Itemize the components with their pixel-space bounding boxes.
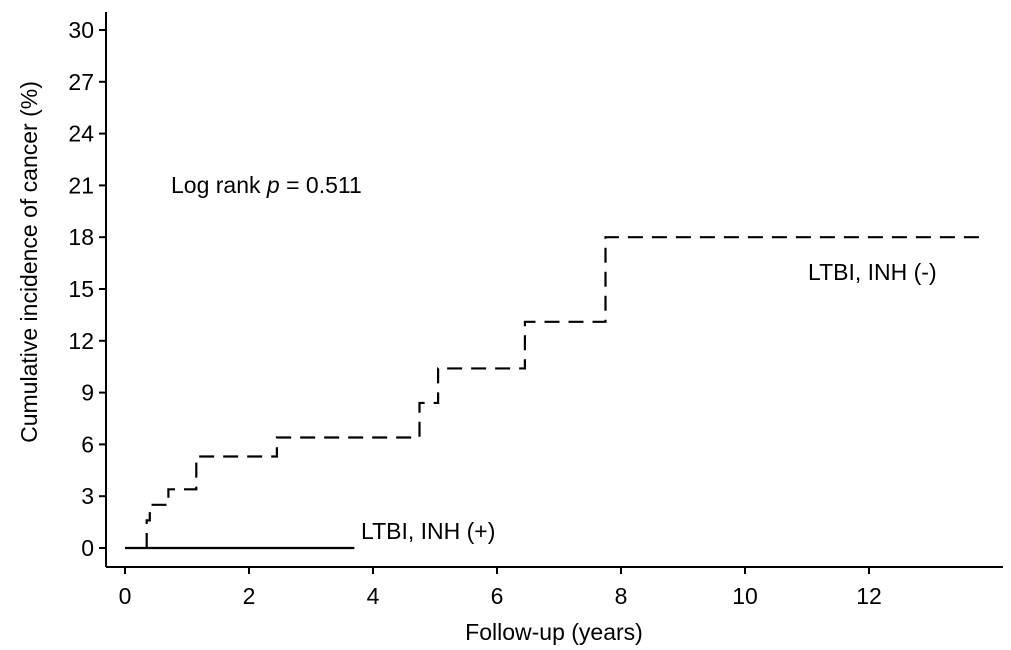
x-tick-label: 12: [856, 583, 882, 609]
x-axis-title: Follow-up (years): [465, 619, 643, 645]
x-axis: 0 2 4 6 8 10 12: [106, 566, 1003, 609]
x-tick-label: 6: [491, 583, 504, 609]
x-tick-label: 0: [119, 583, 132, 609]
x-tick-label: 10: [732, 583, 758, 609]
y-tick-label: 9: [81, 380, 94, 406]
logrank-annotation: Log rank p = 0.511: [171, 172, 362, 198]
series-label-inh-pos: LTBI, INH (+): [361, 518, 495, 544]
y-tick-label: 12: [68, 328, 94, 354]
y-tick-label: 6: [81, 431, 94, 457]
y-tick-label: 24: [68, 121, 94, 147]
x-tick-label: 2: [243, 583, 256, 609]
series-label-inh-neg: LTBI, INH (-): [808, 259, 937, 285]
series-line-inh-neg: [145, 236, 987, 548]
y-tick-label: 27: [68, 69, 94, 95]
plot-series: [125, 236, 987, 550]
y-tick-label: 0: [81, 535, 94, 561]
y-tick-label: 15: [68, 276, 94, 302]
y-axis-title: Cumulative incidence of cancer (%): [16, 81, 42, 443]
y-tick-label: 21: [68, 172, 94, 198]
y-tick-label: 30: [68, 17, 94, 43]
y-tick-label: 18: [68, 224, 94, 250]
y-tick-label: 3: [81, 483, 94, 509]
y-axis: 0 3 6 9 12 15 18 21 24 27 30: [68, 12, 107, 567]
x-tick-label: 4: [367, 583, 380, 609]
x-tick-label: 8: [615, 583, 628, 609]
